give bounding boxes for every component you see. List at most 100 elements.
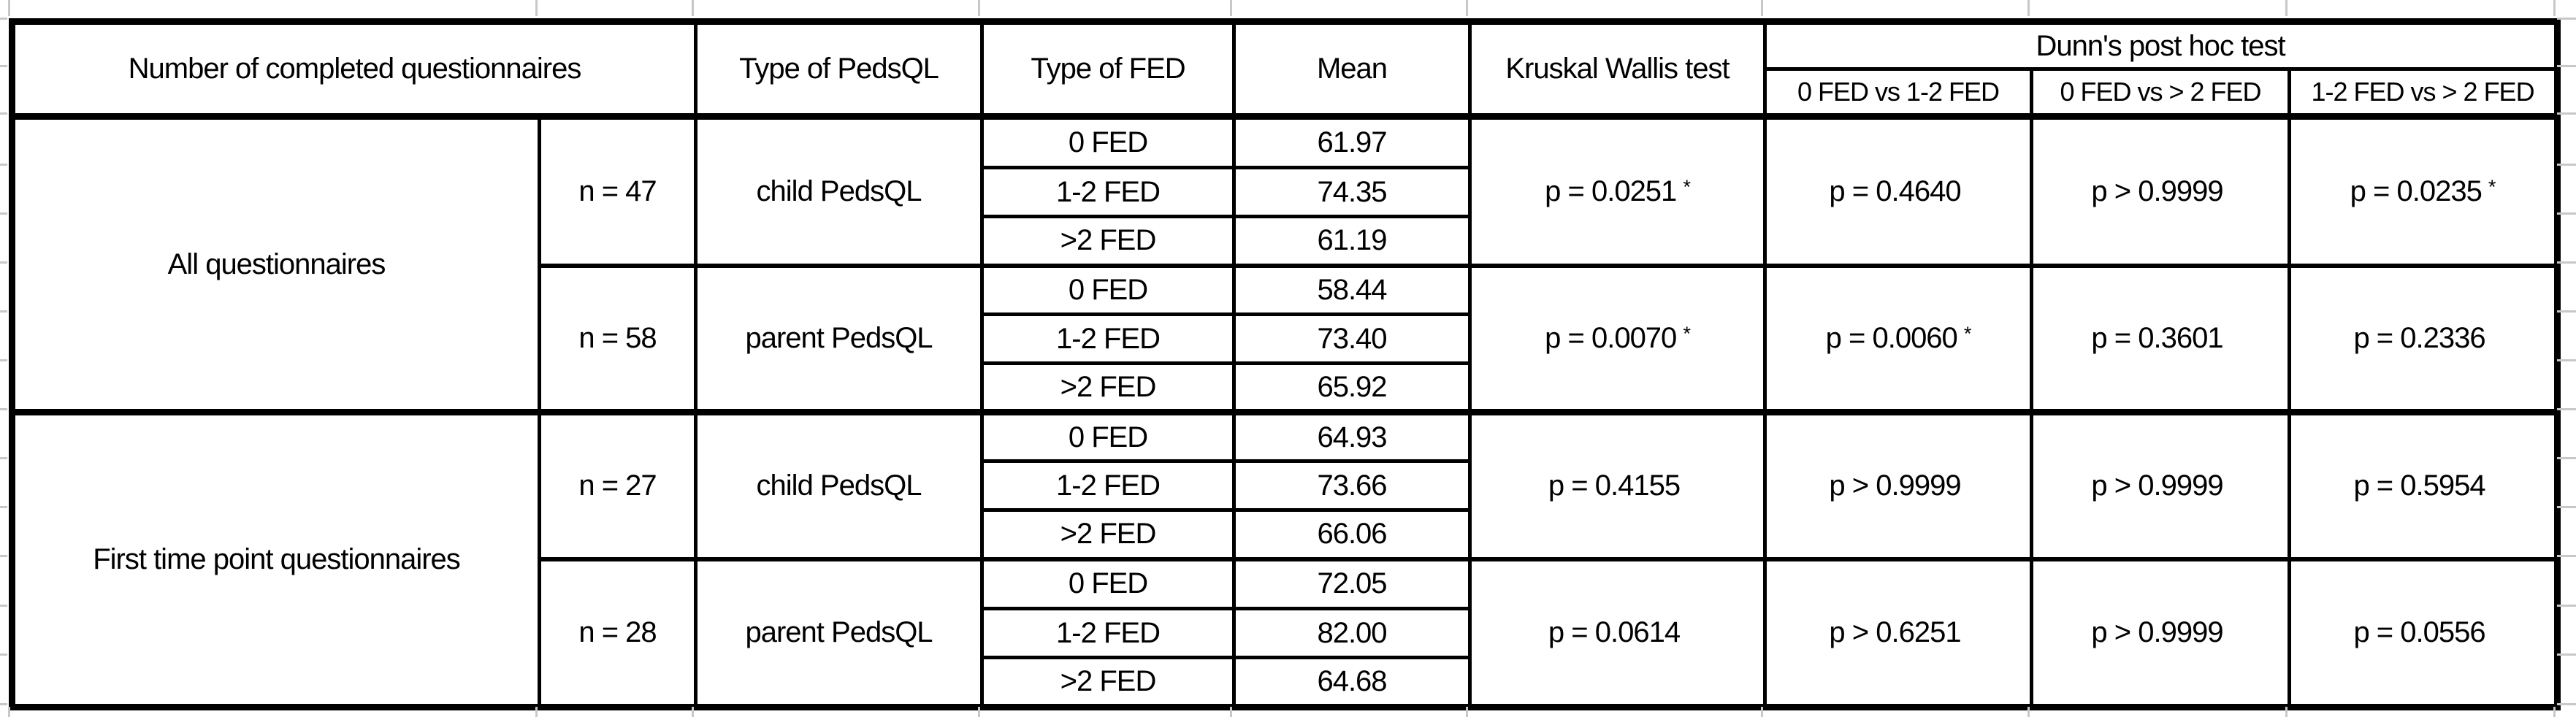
kruskal-cell: p = 0.0070 * [1468, 263, 1767, 414]
header-dunn-0-vs-12: 0 FED vs 1-2 FED [1763, 67, 2034, 120]
dunn-p-value: p = 0.3601 [2091, 321, 2223, 354]
gridline-stub [0, 457, 7, 459]
kruskal-p-value: p = 0.0614 [1548, 616, 1681, 648]
gridline-stub [0, 408, 7, 410]
table-row: >2 FED 64.68 [12, 656, 2558, 709]
table-row: First time point questionnaires n = 27 c… [10, 409, 2560, 709]
dunn-p-value: p = 0.0556 [2353, 616, 2485, 648]
gridline-stub [0, 261, 7, 264]
gridline-stub [2557, 164, 2576, 166]
pedsql-cell: child PedsQL [694, 409, 985, 561]
gridline-stub [1230, 0, 1232, 16]
kruskal-p-value: p = 0.4155 [1548, 469, 1681, 502]
gridline-stub [2285, 0, 2288, 16]
n-cell: n = 58 [537, 263, 698, 414]
gridline-stub [1466, 707, 1468, 717]
table-row: 1-2 FED 73.40 [12, 313, 2558, 365]
fed-cell: 0 FED [980, 409, 1237, 463]
fed-cell: 1-2 FED [980, 313, 1237, 365]
n-cell: n = 28 [537, 556, 698, 709]
fed-cell: 1-2 FED [980, 607, 1237, 659]
header-kruskal-wallis: Kruskal Wallis test [1468, 20, 1767, 120]
gridline-stub [1761, 707, 1763, 717]
dunn-cell: p > 0.9999 [2030, 115, 2292, 267]
kruskal-p-value: p = 0.0251 [1545, 175, 1677, 207]
mean-cell: 64.93 [1232, 409, 1472, 463]
gridline-stub [0, 164, 7, 166]
gridline-stub [2557, 605, 2576, 607]
gridline-stub [2557, 310, 2576, 313]
mean-cell: 58.44 [1232, 263, 1472, 316]
significance-asterisk: * [1683, 175, 1691, 199]
fed-cell: >2 FED [980, 215, 1237, 267]
gridline-stub [0, 555, 7, 557]
gridline-stub [2285, 707, 2288, 717]
gridline-stub [2557, 65, 2576, 67]
significance-asterisk: * [2488, 175, 2496, 199]
group-label-cell: First time point questionnaires [10, 409, 541, 709]
mean-cell: 74.35 [1232, 166, 1472, 218]
dunn-p-value: p > 0.9999 [2091, 469, 2223, 502]
header-type-of-fed: Type of FED [980, 20, 1237, 120]
mean-cell: 61.19 [1232, 215, 1472, 267]
pedsql-cell: child PedsQL [694, 115, 985, 267]
gridline-stub [1761, 0, 1763, 16]
dunn-p-value: p > 0.9999 [1829, 469, 1961, 502]
group-label-cell: All questionnaires [10, 115, 541, 414]
dunn-cell: p = 0.5954 [2288, 409, 2560, 561]
dunn-p-value: p > 0.6251 [1829, 616, 1961, 648]
table-row: 1-2 FED 82.00 [12, 607, 2558, 659]
header-mean: Mean [1232, 20, 1472, 120]
gridline-stub [2027, 707, 2030, 717]
mean-cell: 73.66 [1232, 459, 1472, 512]
header-row-1: Number of completed questionnaires Type … [9, 20, 2560, 120]
gridline-stub [0, 605, 7, 607]
dunn-cell: p > 0.6251 [1763, 556, 2034, 709]
mean-cell: 61.97 [1232, 115, 1472, 169]
gridline-stub [2557, 359, 2576, 361]
kruskal-p-value: p = 0.0070 [1545, 321, 1677, 354]
table-row: >2 FED 65.92 [12, 361, 2558, 414]
gridline-stub [8, 0, 10, 16]
mean-cell: 65.92 [1232, 361, 1472, 414]
dunn-cell: p = 0.0235 * [2288, 115, 2560, 267]
fed-cell: >2 FED [980, 656, 1237, 709]
fed-cell: 0 FED [980, 263, 1237, 316]
mean-cell: 66.06 [1232, 508, 1472, 561]
gridline-stub [2557, 212, 2576, 215]
dunn-cell: p > 0.9999 [2030, 409, 2292, 561]
pedsql-results-table: Number of completed questionnaires Type … [9, 18, 2561, 710]
gridline-stub [692, 0, 694, 16]
gridline-stub [2557, 703, 2576, 705]
gridline-stub [0, 65, 7, 67]
gridline-stub [8, 707, 10, 717]
table-row: n = 28 parent PedsQL 0 FED 72.05 p = 0.0… [12, 556, 2560, 709]
gridline-stub [978, 707, 980, 717]
gridline-stub [692, 707, 694, 717]
dunn-cell: p = 0.2336 [2288, 263, 2560, 414]
pedsql-cell: parent PedsQL [694, 263, 985, 414]
header-type-of-pedsql: Type of PedsQL [694, 20, 985, 120]
fed-cell: >2 FED [980, 361, 1237, 414]
n-cell: n = 27 [537, 409, 698, 561]
dunn-cell: p > 0.9999 [2030, 556, 2292, 709]
gridline-stub [2557, 408, 2576, 410]
gridline-stub [2557, 18, 2576, 20]
gridline-stub [0, 703, 7, 705]
header-dunn-0-vs-gt2: 0 FED vs > 2 FED [2030, 67, 2292, 120]
mean-cell: 64.68 [1232, 656, 1472, 709]
pedsql-cell: parent PedsQL [694, 556, 985, 709]
gridline-stub [0, 18, 7, 20]
dunn-p-value: p > 0.9999 [2091, 616, 2223, 648]
gridline-stub [2027, 0, 2030, 16]
gridline-stub [2557, 457, 2576, 459]
fed-cell: 1-2 FED [980, 166, 1237, 218]
fed-cell: 0 FED [980, 115, 1237, 169]
significance-asterisk: * [1963, 322, 1972, 345]
dunn-cell: p = 0.4640 [1763, 115, 2034, 267]
gridline-stub [2557, 653, 2576, 656]
gridline-stub [535, 0, 538, 16]
dunn-p-value: p = 0.0235 [2350, 175, 2483, 207]
header-row-2: 0 FED vs 1-2 FED 0 FED vs > 2 FED 1-2 FE… [12, 67, 2560, 120]
gridline-stub [978, 0, 980, 16]
